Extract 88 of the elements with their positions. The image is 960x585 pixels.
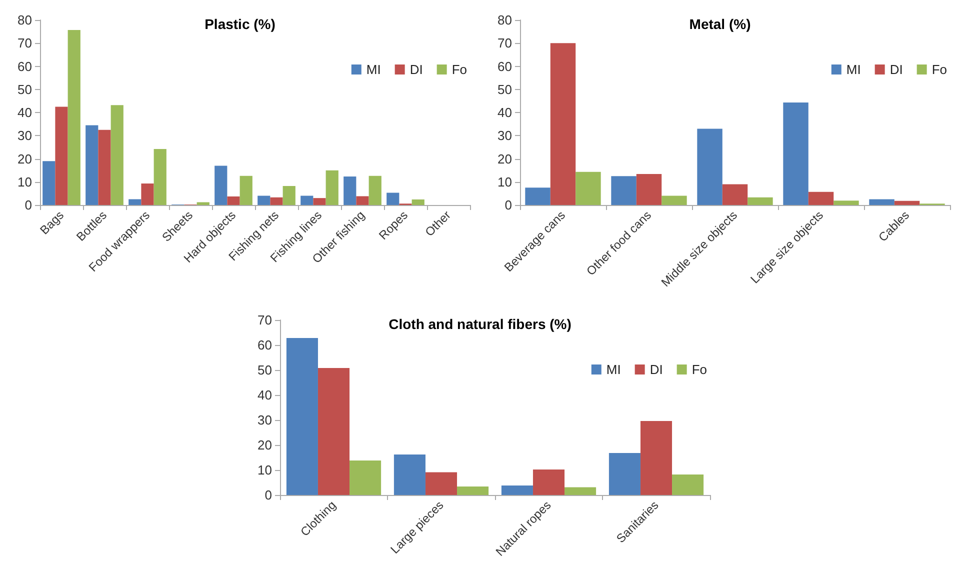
bar (55, 106, 68, 205)
y-tick-label: 30 (258, 412, 272, 428)
bar (564, 487, 596, 495)
bar (270, 197, 283, 205)
legend-label: DI (410, 62, 423, 77)
chart-title: Cloth and natural fibers (%) (388, 316, 572, 332)
y-tick-label: 50 (18, 82, 32, 97)
bar (286, 338, 318, 495)
bar (525, 188, 550, 205)
bar (783, 102, 808, 205)
y-tick-label: 0 (504, 198, 512, 212)
bar (258, 196, 270, 205)
bar (425, 472, 458, 495)
y-tick-label: 60 (258, 338, 272, 352)
bar (86, 125, 98, 205)
y-tick-label: 0 (264, 488, 272, 502)
bar (550, 43, 576, 205)
y-tick-label: 30 (18, 128, 32, 144)
bar (697, 128, 722, 205)
bar (636, 174, 662, 205)
bar (640, 421, 672, 495)
bar (532, 470, 565, 495)
y-tick-label: 60 (18, 58, 32, 74)
bar (318, 368, 350, 495)
legend-label: MI (846, 62, 861, 77)
y-tick-label: 40 (498, 105, 512, 120)
bar (196, 202, 210, 205)
bar (300, 196, 314, 205)
y-tick-label: 0 (24, 198, 32, 212)
bar (141, 183, 154, 205)
bar (894, 200, 920, 205)
legend-label: MI (606, 362, 621, 377)
y-tick-label: 20 (258, 438, 272, 452)
bar (68, 30, 80, 205)
bar (227, 196, 240, 205)
bar (356, 196, 369, 205)
bar (98, 130, 111, 205)
y-tick-label: 40 (258, 388, 272, 402)
y-tick-label: 40 (18, 105, 32, 120)
bar (672, 474, 704, 495)
y-tick-label: 10 (258, 462, 272, 478)
bar (394, 454, 426, 495)
bar (326, 170, 338, 205)
bar (110, 105, 124, 205)
y-tick-label: 80 (498, 12, 512, 28)
y-tick-label: 30 (498, 128, 512, 144)
y-tick-label: 10 (498, 174, 512, 190)
y-tick-label: 20 (18, 151, 32, 166)
legend-label: DI (890, 62, 903, 77)
bar (611, 176, 636, 205)
y-tick-label: 10 (18, 174, 32, 190)
y-tick-label: 60 (498, 58, 512, 74)
bar (240, 176, 252, 205)
bar (154, 149, 166, 205)
legend-label: MI (366, 62, 381, 77)
bar (344, 176, 356, 205)
bar (608, 453, 640, 495)
bar (42, 161, 56, 205)
legend-label: DI (650, 362, 663, 377)
bar (748, 197, 773, 205)
bar (128, 199, 142, 205)
bar (722, 184, 748, 205)
y-tick-label: 20 (498, 151, 512, 166)
bar (313, 198, 326, 205)
bar (576, 172, 601, 205)
bar (457, 486, 489, 495)
bar (282, 186, 296, 205)
bar (808, 192, 834, 205)
legend-label: Fo (932, 62, 947, 77)
bar (501, 486, 533, 495)
chart-title: Metal (%) (689, 16, 751, 32)
y-tick-label: 70 (258, 312, 272, 328)
legend-label: Fo (452, 62, 467, 77)
bar (834, 200, 859, 205)
bar (869, 199, 894, 205)
bar (412, 199, 424, 205)
bar (662, 196, 687, 205)
y-tick-label: 50 (498, 82, 512, 97)
bar (350, 460, 382, 495)
y-tick-label: 70 (18, 36, 32, 51)
bar (214, 166, 228, 205)
y-tick-label: 50 (258, 362, 272, 378)
bar (368, 176, 382, 205)
bar (386, 192, 400, 205)
legend-label: Fo (692, 362, 707, 377)
y-tick-label: 70 (498, 36, 512, 51)
y-tick-label: 80 (18, 12, 32, 28)
chart-title: Plastic (%) (204, 16, 276, 32)
